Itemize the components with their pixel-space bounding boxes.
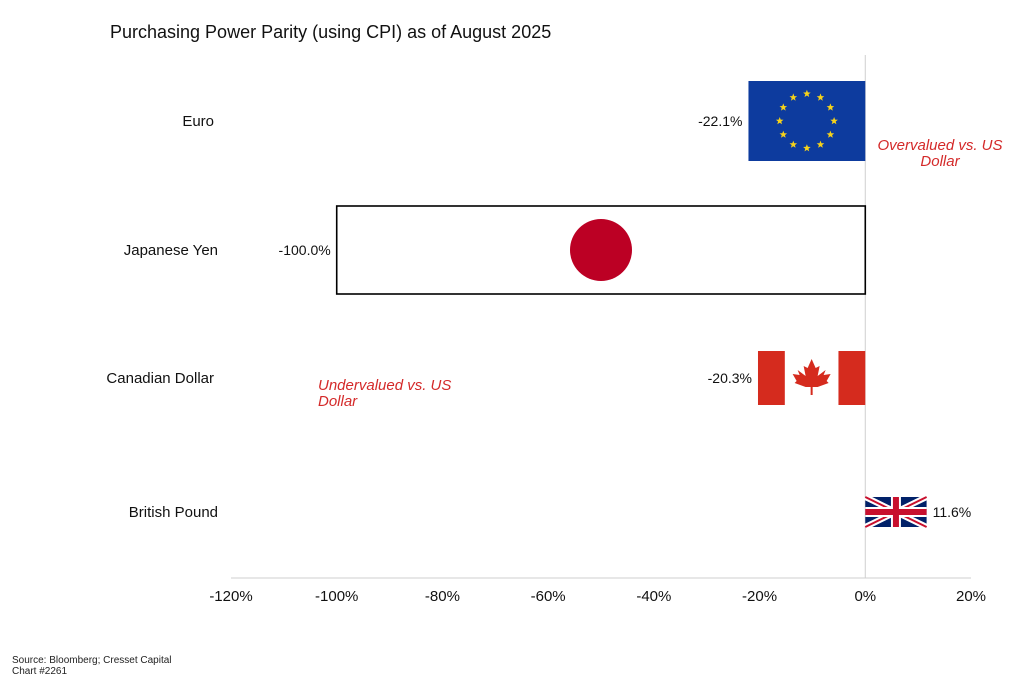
category-label: Euro — [182, 113, 214, 130]
chart-title: Purchasing Power Parity (using CPI) as o… — [110, 22, 552, 42]
overvalued-annotation: Dollar — [920, 153, 960, 170]
x-tick-label: 0% — [854, 588, 876, 605]
x-tick-label: 20% — [956, 588, 986, 605]
ppp-bar-chart: -120% -100% -80% -60% -40% -20% 0% 20% Euro -22.1… — [106, 55, 1003, 605]
data-label: 11.6% — [933, 504, 972, 520]
x-tick-label: -120% — [209, 588, 252, 605]
chart-number: Chart #2261 — [12, 666, 68, 677]
source-line: Source: Bloomberg; Cresset Capital — [12, 655, 172, 666]
undervalued-annotation: Dollar — [318, 393, 358, 410]
category-label: British Pound — [129, 504, 218, 521]
x-tick-label: -40% — [636, 588, 671, 605]
overvalued-annotation: Overvalued vs. US — [877, 137, 1002, 154]
x-tick-label: -80% — [425, 588, 460, 605]
canada-flag-icon — [757, 351, 866, 405]
source-note: Source: Bloomberg; Cresset Capital Chart… — [12, 655, 172, 677]
data-label: -100.0% — [279, 242, 331, 258]
undervalued-annotation: Undervalued vs. US — [318, 377, 451, 394]
category-label: Canadian Dollar — [106, 370, 214, 387]
x-tick-label: -100% — [315, 588, 358, 605]
x-tick-label: -60% — [531, 588, 566, 605]
category-label: Japanese Yen — [124, 242, 218, 259]
data-label: -20.3% — [708, 370, 752, 386]
x-tick-label: -20% — [742, 588, 777, 605]
eu-flag-icon — [748, 81, 866, 161]
data-label: -22.1% — [698, 113, 742, 129]
uk-flag-icon — [863, 494, 928, 530]
japan-flag-icon — [335, 205, 867, 295]
